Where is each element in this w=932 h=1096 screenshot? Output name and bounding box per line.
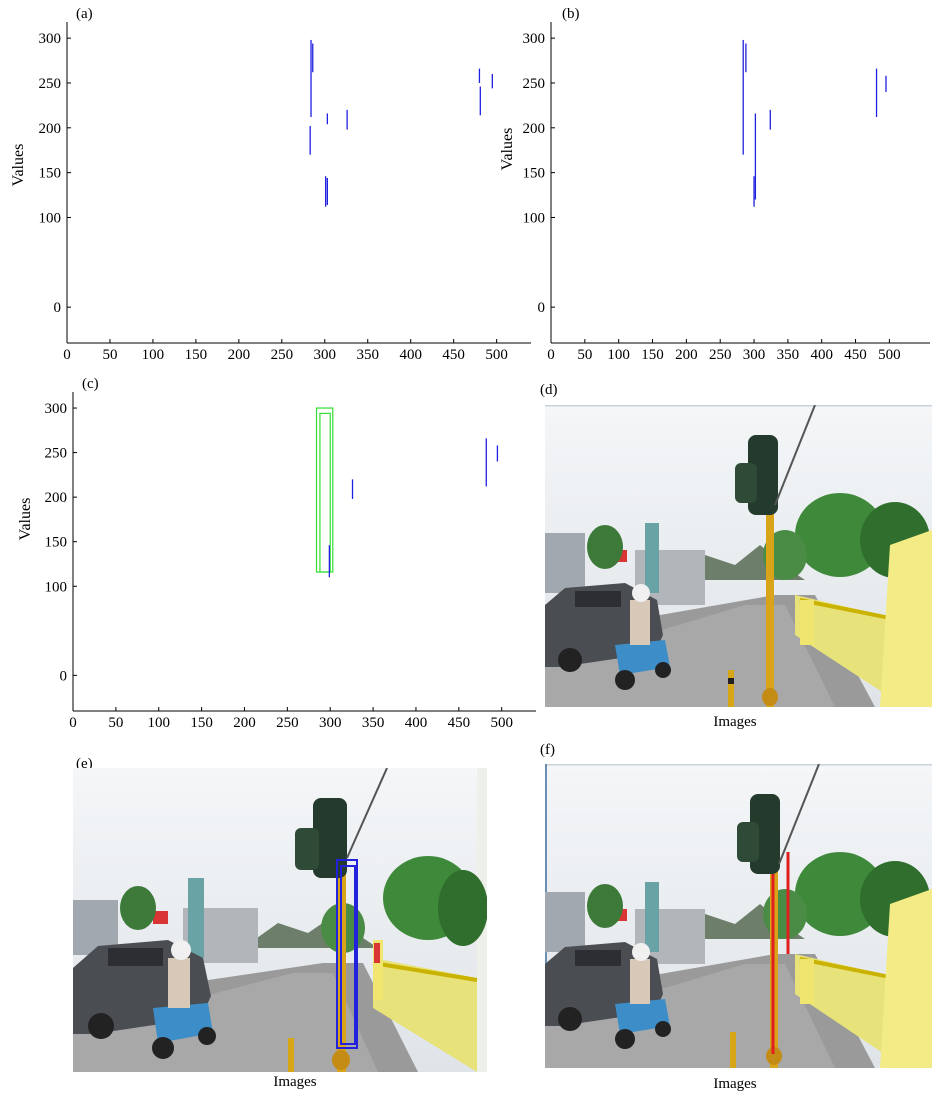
- y-tick-label: 0: [538, 300, 546, 316]
- y-tick-label: 150: [523, 166, 546, 182]
- y-tick-label: 300: [39, 31, 62, 47]
- y-tick-label: 150: [39, 166, 62, 182]
- x-tick-label: 300: [743, 347, 766, 363]
- y-tick-label: 250: [45, 446, 68, 462]
- caption-e: Images: [273, 1074, 317, 1090]
- panel-label-c: (c): [82, 376, 99, 392]
- y-tick-label: 250: [39, 76, 62, 92]
- chart-b: 0 50 100 150 200 250 300 350 400 450 500 0 100 150 200…: [523, 22, 930, 363]
- x-tick-label: 450: [844, 347, 867, 363]
- x-tick-label: 100: [142, 347, 165, 363]
- x-tick-label: 450: [448, 715, 471, 731]
- y-tick-label: 100: [45, 579, 68, 595]
- street-photo-d: [545, 405, 932, 707]
- x-tick-label: 200: [233, 715, 256, 731]
- x-tick-label: 400: [405, 715, 428, 731]
- x-tick-label: 500: [485, 347, 508, 363]
- x-tick-label: 450: [442, 347, 465, 363]
- y-tick-label: 0: [60, 668, 68, 684]
- x-tick-label: 350: [362, 715, 385, 731]
- y-axis-label-c: Values: [17, 497, 34, 541]
- x-tick-label: 150: [641, 347, 664, 363]
- panel-label-a: (a): [76, 6, 93, 22]
- x-tick-label: 100: [607, 347, 630, 363]
- x-tick-label: 350: [356, 347, 379, 363]
- panel-b: 0 50 100 150 200 250 300 350 400 450 500 0 100 150 200…: [490, 0, 932, 370]
- x-tick-label: 0: [547, 347, 555, 363]
- x-tick-label: 400: [399, 347, 422, 363]
- y-axis-label-b: Values: [499, 127, 516, 171]
- cluster-box: [319, 412, 331, 573]
- x-tick-label: 250: [271, 347, 294, 363]
- street-photo-e: [73, 768, 487, 1072]
- x-tick-label: 0: [69, 715, 77, 731]
- x-tick-label: 100: [147, 715, 170, 731]
- y-tick-label: 200: [523, 121, 546, 137]
- x-tick-label: 500: [878, 347, 901, 363]
- x-tick-label: 200: [675, 347, 698, 363]
- x-tick-label: 50: [577, 347, 592, 363]
- x-tick-label: 0: [63, 347, 71, 363]
- panel-c: 0 50 100 150 200 250 300 350 400 450 500 0 100 150 200…: [0, 370, 540, 740]
- y-tick-label: 0: [54, 300, 62, 316]
- chart-c: 0 50 100 150 200 250 300 350 400 450 500 0 100 150 200…: [45, 392, 536, 731]
- y-tick-label: 200: [45, 490, 68, 506]
- panel-a: 0 50 100 150 200 250 300 350 400 450 500 0 100 150 200…: [0, 0, 540, 370]
- y-tick-label: 150: [45, 535, 68, 551]
- y-tick-label: 250: [523, 76, 546, 92]
- x-tick-label: 250: [709, 347, 732, 363]
- panel-label-d: (d): [540, 382, 558, 398]
- x-tick-label: 150: [190, 715, 213, 731]
- y-tick-label: 100: [39, 210, 62, 226]
- street-photo-f: [545, 764, 932, 1068]
- y-tick-label: 300: [45, 401, 68, 417]
- caption-f: Images: [713, 1076, 757, 1092]
- x-tick-label: 350: [777, 347, 800, 363]
- x-tick-label: 500: [490, 715, 513, 731]
- x-tick-label: 250: [276, 715, 299, 731]
- x-tick-label: 200: [228, 347, 251, 363]
- caption-d: Images: [713, 714, 757, 730]
- y-axis-label-a: Values: [10, 143, 27, 187]
- x-tick-label: 300: [314, 347, 337, 363]
- y-tick-label: 200: [39, 121, 62, 137]
- panel-label-f: (f): [540, 742, 555, 758]
- y-tick-label: 300: [523, 31, 546, 47]
- x-tick-label: 400: [810, 347, 833, 363]
- panel-label-b: (b): [562, 6, 580, 22]
- x-tick-label: 50: [108, 715, 123, 731]
- x-tick-label: 50: [102, 347, 117, 363]
- x-tick-label: 300: [319, 715, 342, 731]
- x-tick-label: 150: [185, 347, 208, 363]
- y-tick-label: 100: [523, 210, 546, 226]
- chart-a: 0 50 100 150 200 250 300 350 400 450 500 0 100 150 200…: [39, 22, 531, 363]
